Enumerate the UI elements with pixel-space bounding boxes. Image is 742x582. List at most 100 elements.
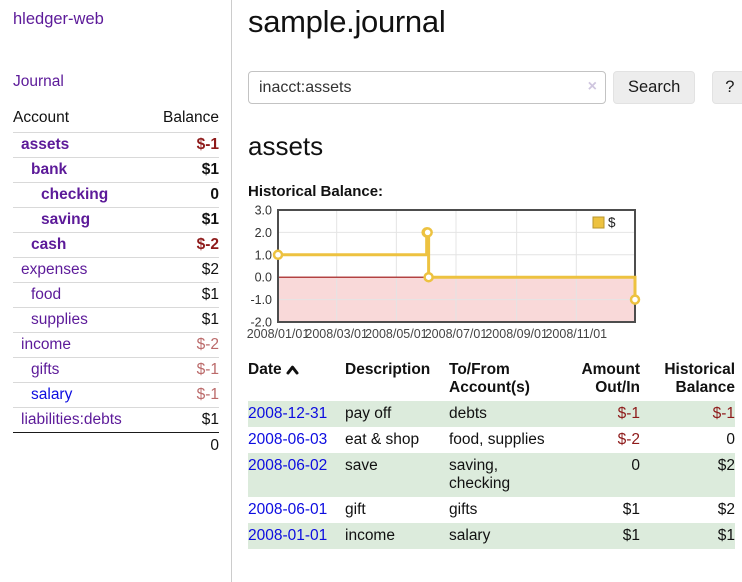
transaction-accounts: saving, checking <box>449 457 511 492</box>
register-header-description: Description <box>345 361 431 378</box>
account-link[interactable]: food <box>31 286 62 303</box>
svg-text:2008/05/01: 2008/05/01 <box>365 327 428 341</box>
svg-text:3.0: 3.0 <box>255 204 272 218</box>
account-link[interactable]: expenses <box>21 261 88 278</box>
transaction-description: save <box>345 457 378 474</box>
account-link[interactable]: checking <box>41 186 109 203</box>
transaction-description: eat & shop <box>345 431 420 448</box>
transaction-balance: $2 <box>717 501 735 518</box>
sort-ascending-icon <box>286 365 299 375</box>
account-link[interactable]: liabilities:debts <box>21 411 122 428</box>
account-link[interactable]: supplies <box>31 311 88 328</box>
accounts-total-row: 0 <box>13 432 219 460</box>
account-row: expenses $2 <box>13 257 219 283</box>
account-balance: $1 <box>201 311 219 328</box>
account-row: food $1 <box>13 282 219 308</box>
account-row: gifts $-1 <box>13 357 219 383</box>
account-balance: $-1 <box>196 361 219 378</box>
transaction-accounts: salary <box>449 527 491 544</box>
account-link[interactable]: assets <box>21 136 70 153</box>
page-title: sample.journal <box>248 4 446 39</box>
svg-text:-2.0: -2.0 <box>250 316 272 330</box>
svg-text:2008/07/01: 2008/07/01 <box>425 327 488 341</box>
sidebar-item-journal[interactable]: Journal <box>13 73 64 90</box>
svg-text:$: $ <box>608 215 616 230</box>
accounts-table: Account Balance assets $-1 bank $1 checking 0… <box>13 105 219 459</box>
transaction-amount: $-1 <box>617 405 640 422</box>
register-row: 2008-06-03 eat & shop food, supplies $-2 0 <box>248 427 735 453</box>
accounts-header-account: Account <box>13 109 70 126</box>
account-balance: $-1 <box>196 136 219 153</box>
transaction-date-link[interactable]: 2008-12-31 <box>248 405 328 422</box>
transaction-description: pay off <box>345 405 392 422</box>
register-header-row: Date Description To/From Account(s) Amou… <box>248 359 735 401</box>
account-row: liabilities:debts $1 <box>13 407 219 433</box>
account-balance: $-2 <box>196 336 219 353</box>
register-table: Date Description To/From Account(s) Amou… <box>248 359 735 549</box>
svg-text:-1.0: -1.0 <box>250 293 272 307</box>
account-row: income $-2 <box>13 332 219 358</box>
transaction-amount: $-2 <box>617 431 640 448</box>
accounts-header-row: Account Balance <box>13 105 219 133</box>
search-input[interactable] <box>248 71 606 104</box>
account-balance: $-1 <box>196 386 219 403</box>
transaction-amount: $1 <box>622 527 640 544</box>
transaction-accounts: gifts <box>449 501 478 518</box>
register-header-date[interactable]: Date <box>248 359 345 401</box>
sidebar: hledger-web Journal Account Balance asse… <box>0 0 232 582</box>
svg-text:1.0: 1.0 <box>255 248 272 262</box>
transaction-amount: 0 <box>631 457 640 474</box>
clear-search-icon[interactable]: × <box>587 78 597 95</box>
account-balance: 0 <box>210 186 219 203</box>
account-row: assets $-1 <box>13 132 219 158</box>
transaction-amount: $1 <box>622 501 640 518</box>
account-row: saving $1 <box>13 207 219 233</box>
transaction-description: income <box>345 527 395 544</box>
search-button[interactable]: Search <box>613 71 696 104</box>
account-balance: $2 <box>201 261 219 278</box>
transaction-accounts: food, supplies <box>449 431 545 448</box>
accounts-total-value: 0 <box>210 437 219 454</box>
register-header-tofrom: To/From Account(s) <box>449 361 530 396</box>
account-link[interactable]: gifts <box>31 361 60 378</box>
brand-link[interactable]: hledger-web <box>13 10 104 28</box>
account-row: salary $-1 <box>13 382 219 408</box>
transaction-balance: $2 <box>717 457 735 474</box>
account-balance: $1 <box>201 161 219 178</box>
account-link[interactable]: income <box>21 336 71 353</box>
register-header-balance: Historical Balance <box>664 361 735 396</box>
transaction-balance: $-1 <box>712 405 735 422</box>
transaction-date-link[interactable]: 2008-06-01 <box>248 501 328 518</box>
account-link[interactable]: salary <box>31 386 73 403</box>
account-row: supplies $1 <box>13 307 219 333</box>
account-link[interactable]: saving <box>41 211 91 228</box>
svg-text:2008/03/01: 2008/03/01 <box>305 327 368 341</box>
account-row: bank $1 <box>13 157 219 183</box>
register-row: 2008-06-01 gift gifts $1 $2 <box>248 497 735 523</box>
transaction-date-link[interactable]: 2008-01-01 <box>248 527 328 544</box>
account-balance: $1 <box>201 211 219 228</box>
account-balance: $-2 <box>196 236 219 253</box>
transaction-balance: $1 <box>717 527 735 544</box>
help-button[interactable]: ? <box>712 71 742 104</box>
main-content: sample.journal × Search ? assets Histori… <box>232 0 742 582</box>
transaction-accounts: debts <box>449 405 487 422</box>
svg-text:0.0: 0.0 <box>255 271 272 285</box>
register-row: 2008-06-02 save saving, checking 0 $2 <box>248 453 735 497</box>
account-row: checking 0 <box>13 182 219 208</box>
search-input-wrap: × <box>248 71 606 104</box>
chart-title: Historical Balance: <box>248 183 384 200</box>
historical-balance-chart: $3.0 2.0 1.0 0.0 -1.0 -2.02008/01/012008/03/0… <box>247 204 641 341</box>
account-link[interactable]: cash <box>31 236 67 253</box>
register-row: 2008-01-01 income salary $1 $1 <box>248 523 735 549</box>
account-link[interactable]: bank <box>31 161 68 178</box>
accounts-header-balance: Balance <box>162 109 219 126</box>
svg-text:2008/01/01: 2008/01/01 <box>247 327 310 341</box>
svg-text:2008/11/01: 2008/11/01 <box>545 327 607 341</box>
register-row: 2008-12-31 pay off debts $-1 $-1 <box>248 401 735 427</box>
transaction-date-link[interactable]: 2008-06-02 <box>248 457 328 474</box>
transaction-date-link[interactable]: 2008-06-03 <box>248 431 328 448</box>
account-row: cash $-2 <box>13 232 219 258</box>
account-balance: $1 <box>201 286 219 303</box>
